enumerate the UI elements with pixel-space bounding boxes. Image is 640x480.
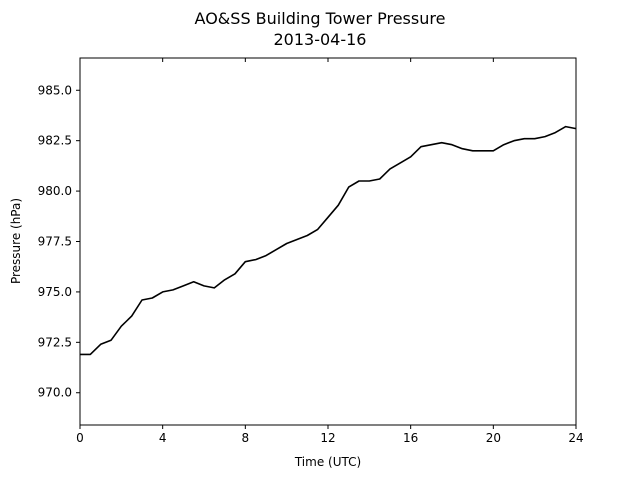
x-tick-label: 8	[242, 431, 250, 445]
plot-frame	[79, 57, 577, 426]
y-axis-label: Pressure (hPa)	[9, 198, 23, 284]
y-tick-label: 980.0	[38, 184, 72, 198]
plot-area	[80, 125, 577, 356]
x-tick-label: 12	[320, 431, 335, 445]
x-tick-label: 0	[76, 431, 84, 445]
x-tick-label: 16	[403, 431, 418, 445]
pressure-series-line	[80, 125, 577, 356]
chart-subtitle: 2013-04-16	[274, 30, 367, 49]
y-tick-label: 972.5	[38, 335, 72, 349]
x-tick-label: 20	[486, 431, 501, 445]
x-tick-label: 4	[159, 431, 167, 445]
x-tick-label: 24	[568, 431, 583, 445]
chart-title: AO&SS Building Tower Pressure	[195, 9, 446, 28]
x-axis-label: Time (UTC)	[294, 455, 361, 469]
y-tick-label: 985.0	[38, 83, 72, 97]
y-tick-label: 982.5	[38, 134, 72, 148]
y-tick-label: 975.0	[38, 285, 72, 299]
axis-ticks: 0 4 8 12 16 20 24 970.0 972.5 975.0 977.5 980.0 982.…	[38, 58, 584, 445]
y-tick-label: 977.5	[38, 235, 72, 249]
y-tick-label: 970.0	[38, 386, 72, 400]
